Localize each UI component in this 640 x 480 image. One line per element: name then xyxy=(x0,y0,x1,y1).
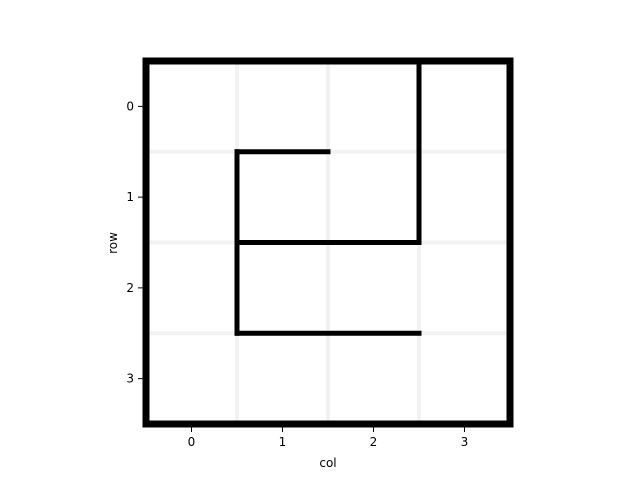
maze-outer-wall xyxy=(142,57,514,428)
y-tick-label: 0 xyxy=(126,99,134,113)
y-axis-ticks: 0 1 2 3 xyxy=(126,99,143,386)
x-axis-ticks: 0 1 2 3 xyxy=(188,427,469,449)
maze-plot-area xyxy=(142,57,514,428)
x-axis-label: col xyxy=(319,456,336,470)
x-tick-label: 3 xyxy=(461,435,469,449)
y-axis-label: row xyxy=(106,232,120,254)
maze-walls xyxy=(234,58,422,336)
y-tick-label: 3 xyxy=(126,372,134,386)
x-tick-label: 1 xyxy=(279,435,287,449)
y-tick-label: 2 xyxy=(126,281,134,295)
x-tick-label: 0 xyxy=(188,435,196,449)
y-tick-label: 1 xyxy=(126,190,134,204)
x-tick-label: 2 xyxy=(370,435,378,449)
